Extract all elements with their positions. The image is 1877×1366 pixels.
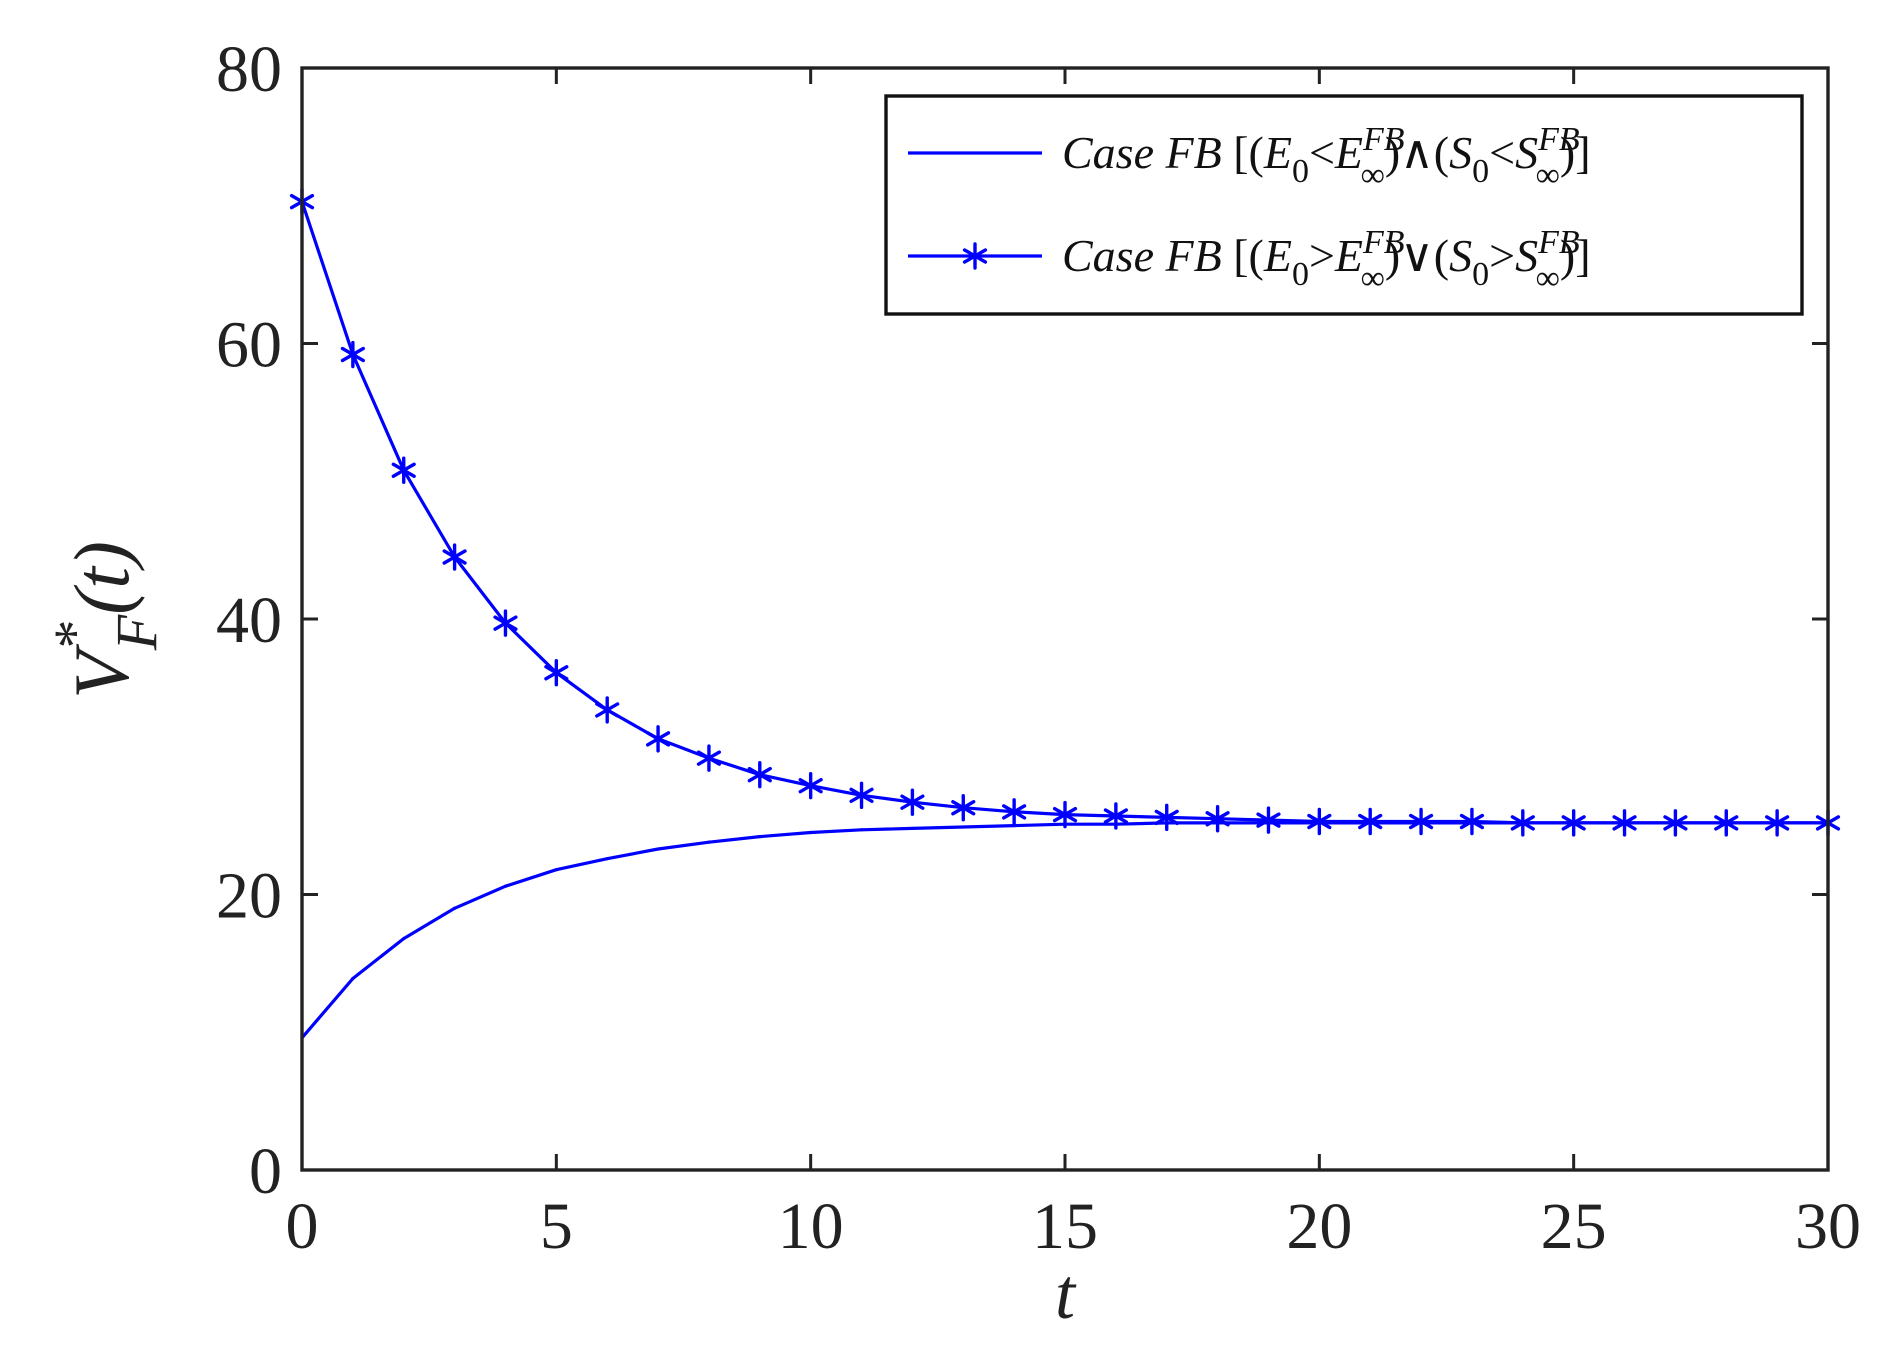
x-tick-label: 20 — [1286, 1190, 1352, 1263]
series-2-marker — [1358, 807, 1383, 836]
series-1-point — [910, 826, 915, 830]
legend-marker-sample — [962, 242, 988, 270]
series-2-marker — [900, 788, 925, 816]
series-2-marker — [340, 340, 365, 369]
series-2-marker — [1663, 809, 1688, 837]
series-1-point — [554, 868, 558, 872]
y-tick-label: 60 — [216, 309, 282, 382]
series-2-marker — [1510, 809, 1535, 837]
x-axis-label: t — [1055, 1254, 1077, 1334]
legend-entry-2: Case FB [(E0>EFB ∞)∨(S0>SFB ∞)] — [908, 224, 1591, 297]
x-tick-label: 5 — [540, 1190, 573, 1263]
series-1-point — [453, 906, 457, 910]
x-tick-label: 30 — [1795, 1190, 1861, 1263]
legend: Case FB [(E0<EFB ∞)∧(S0<SFB ∞)] Case FB [(E… — [884, 94, 1804, 316]
series-2-marker — [849, 781, 874, 810]
y-axis-label: V*F(t) — [42, 541, 169, 699]
series-2-marker — [595, 696, 620, 724]
series-2-marker — [1052, 800, 1078, 829]
series-2-marker — [1612, 809, 1637, 837]
series-2-marker — [442, 543, 467, 571]
plot-axes-layer: 0 5 10 15 20 25 30 0 20 40 60 80 t V*F(t) — [42, 33, 1861, 1334]
y-tick-label: 0 — [249, 1135, 282, 1208]
series-1-point — [605, 857, 609, 861]
series-2-marker — [1765, 809, 1790, 837]
series-1-point — [656, 847, 660, 851]
x-tick-label: 10 — [778, 1190, 844, 1263]
x-tick-label: 25 — [1541, 1190, 1607, 1263]
x-tick-label: 0 — [286, 1190, 319, 1263]
series-2-marker — [493, 609, 518, 637]
series-2-marker — [798, 771, 823, 800]
legend-label: Case FB [(E0<EFB ∞)∧(S0<SFB ∞)] — [1062, 121, 1591, 194]
series-1-point — [707, 840, 711, 844]
series-2-marker — [1256, 806, 1281, 834]
series-1-point — [351, 976, 355, 981]
series-2-marker — [645, 725, 671, 753]
legend-entry-1: Case FB [(E0<EFB ∞)∧(S0<SFB ∞)] — [908, 121, 1591, 194]
series-1-point — [859, 828, 864, 832]
series-2-marker — [747, 760, 772, 789]
y-tick-label: 20 — [216, 860, 282, 933]
series-1-point — [503, 884, 508, 888]
series-2-marker — [544, 659, 569, 687]
series-2-marker — [1714, 809, 1739, 837]
series-1-point — [809, 830, 813, 835]
series-2-marker — [1103, 802, 1128, 830]
series-2-marker — [1459, 807, 1485, 836]
legend-label: Case FB [(E0>EFB ∞)∨(S0>SFB ∞)] — [1062, 224, 1591, 297]
y-tick-label: 40 — [216, 584, 282, 657]
series-2-marker — [1408, 807, 1434, 836]
x-tick-label: 15 — [1032, 1190, 1098, 1263]
series-2-marker — [1154, 803, 1179, 832]
y-tick-label: 80 — [216, 33, 282, 106]
series-2-marker — [696, 744, 722, 772]
series-2-marker — [1561, 809, 1586, 837]
series-1-point — [961, 825, 965, 829]
plot-series-layer — [289, 187, 1841, 1040]
series-2-marker — [1002, 798, 1027, 826]
series-2-marker — [1307, 807, 1332, 836]
series-1-point — [402, 936, 406, 941]
series-1-point — [758, 835, 762, 839]
series-2-marker — [951, 794, 976, 822]
series-2-marker — [1205, 805, 1230, 833]
series-2-marker — [391, 456, 416, 484]
legend-box — [884, 94, 1804, 316]
